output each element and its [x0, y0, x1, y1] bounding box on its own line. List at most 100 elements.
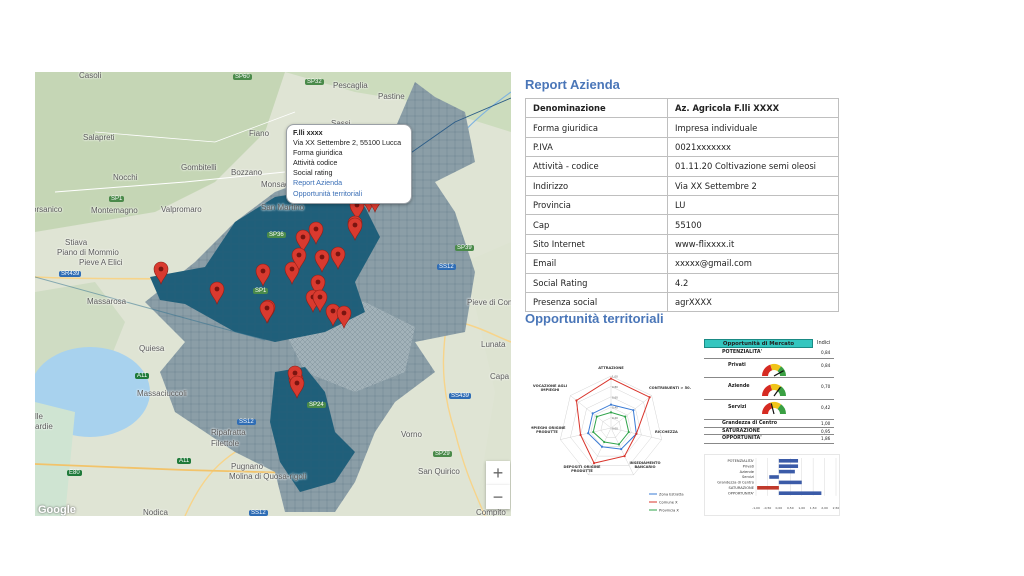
report-row: Provincia LU	[525, 194, 839, 216]
radar-tick-label: 0,80	[612, 385, 618, 389]
market-row-divider	[704, 377, 834, 378]
zoom-out-button[interactable]: −	[486, 485, 510, 509]
report-row: Social Rating 4.2	[525, 272, 839, 293]
road-shield: SS12	[437, 264, 456, 270]
radar-point	[579, 433, 582, 437]
report-field-value: xxxxx@gmail.com	[667, 253, 839, 274]
map-marker-icon[interactable]	[289, 375, 305, 399]
radar-axis-line	[560, 427, 612, 440]
market-row-label: SATURAZIONE	[722, 429, 761, 434]
radar-grid-ring	[600, 417, 622, 438]
map-place-label: Gombitelli	[181, 163, 217, 172]
radar-axis-label: VOCAZIONE AGLI IMPIEGHI	[533, 384, 567, 392]
bar-mark	[778, 469, 795, 474]
google-logo: Google	[38, 504, 76, 516]
report-row: Cap 55100	[525, 214, 839, 235]
map-place-label: Casoli	[79, 72, 102, 80]
map-marker-icon[interactable]	[314, 249, 330, 273]
zoom-in-button[interactable]: +	[486, 461, 510, 485]
map-marker-icon[interactable]	[295, 229, 311, 253]
map-place-label: Ripafratta	[211, 428, 246, 437]
radar-series-line	[587, 404, 637, 450]
map-place-label: Nodica	[143, 508, 168, 516]
map-place-label: Filettole	[211, 439, 240, 448]
radar-point	[603, 440, 606, 444]
radar-point	[609, 403, 613, 406]
map-marker-icon[interactable]	[325, 303, 341, 327]
report-field-value: LU	[667, 194, 839, 216]
map-marker-icon[interactable]	[291, 247, 307, 271]
radar-grid-ring	[580, 396, 642, 457]
road-shield: SP39	[455, 245, 474, 251]
radar-point	[592, 462, 596, 465]
opportunity-bar-chart: -1,00 -0,50 0,00 0,50 1,00 1,50 2,00 2,50 POTENZ…	[704, 454, 840, 516]
market-row-value: 0,95	[821, 429, 831, 434]
bar-tick-label: -0,50	[764, 506, 772, 510]
map-marker-icon[interactable]	[347, 217, 363, 241]
market-row-value: 0,84	[821, 363, 831, 368]
opportunita-territoriali-title: Opportunità territoriali	[525, 311, 664, 326]
report-field-label: Indirizzo	[525, 175, 668, 196]
bar-mark	[769, 475, 779, 479]
map-place-label: Capa	[490, 372, 510, 381]
map-marker-icon[interactable]	[336, 305, 352, 329]
road-shield: A11	[135, 373, 150, 379]
map-canvas	[35, 72, 511, 516]
market-row-label: Privati	[728, 363, 746, 368]
map-marker-icon[interactable]	[153, 261, 169, 285]
report-azienda-title: Report Azienda	[525, 77, 620, 92]
report-field-value: 55100	[667, 214, 839, 235]
report-field-label: Provincia	[525, 194, 668, 216]
road-shield: SP60	[233, 74, 252, 80]
gauge-icon	[762, 364, 786, 377]
market-row-label: OPPORTUNITA'	[722, 436, 762, 441]
map-marker-icon[interactable]	[308, 221, 324, 245]
report-field-value: 01.11.20 Coltivazione semi oleosi	[667, 156, 839, 177]
map-place-label: Stiava	[65, 238, 88, 247]
map-marker-icon[interactable]	[209, 281, 225, 305]
territory-map[interactable]: Casoli Pescaglia Pastine Salapreti Fiano…	[35, 72, 511, 516]
map-place-label: Sassi	[331, 119, 351, 128]
map-place-label: Fiano	[249, 129, 270, 138]
report-field-value: Az. Agricola F.lli XXXX	[667, 97, 839, 119]
map-marker-icon[interactable]	[330, 246, 346, 270]
map-marker-icon[interactable]	[284, 261, 300, 285]
map-marker-icon[interactable]	[312, 289, 328, 313]
map-marker-icon[interactable]	[259, 300, 275, 324]
radar-point	[624, 415, 627, 418]
popup-opportunita-link[interactable]: Opportunità territoriali	[293, 188, 363, 198]
radar-series-line	[575, 378, 651, 464]
map-place-label: Valpromaro	[161, 205, 202, 214]
road-shield: SP1	[109, 196, 125, 202]
radar-axis-label: IMPIEGHI ORIGINE PRODUTTE	[531, 426, 566, 434]
popup-attivita-codice: Attività codice	[293, 158, 338, 168]
radar-axis-line	[588, 427, 612, 475]
report-field-label: Email	[525, 253, 668, 274]
report-field-value: Impresa individuale	[667, 117, 839, 138]
map-place-label: Pugnano	[231, 462, 264, 471]
road-shield: SP1	[253, 288, 269, 294]
report-field-value: agrXXXX	[667, 291, 839, 313]
market-row-label: POTENZIALITA'	[722, 350, 763, 355]
bar-mark	[778, 491, 822, 495]
market-row-divider	[704, 419, 834, 420]
report-row: Attività - codice 01.11.20 Coltivazione s…	[525, 156, 839, 177]
bar-chart-frame	[704, 454, 840, 516]
map-place-label: Monsagrati	[261, 180, 301, 189]
map-marker-icon[interactable]	[310, 274, 326, 298]
radar-axis-label: RICCHEZZA	[655, 430, 678, 434]
report-row: Forma giuridica Impresa individuale	[525, 117, 839, 138]
market-row-divider	[704, 358, 834, 359]
bar-tick-label: 1,00	[798, 506, 805, 510]
bar-tick-label: 0,00	[776, 506, 783, 510]
map-marker-icon[interactable]	[255, 263, 271, 287]
market-row-value: 0,42	[821, 405, 831, 410]
map-place-label: Molina di Quosa-rigoli	[229, 472, 307, 481]
market-row-divider	[704, 443, 834, 444]
map-place-label: Pescaglia	[333, 81, 368, 90]
company-info-popup[interactable]: F.lli xxxx Via XX Settembre 2, 55100 Luc…	[286, 124, 412, 204]
road-shield: SS439	[449, 393, 472, 399]
road-shield: SS12	[249, 510, 268, 516]
popup-report-azienda-link[interactable]: Report Azienda	[293, 178, 343, 188]
map-place-label: Quiesa	[139, 344, 165, 353]
